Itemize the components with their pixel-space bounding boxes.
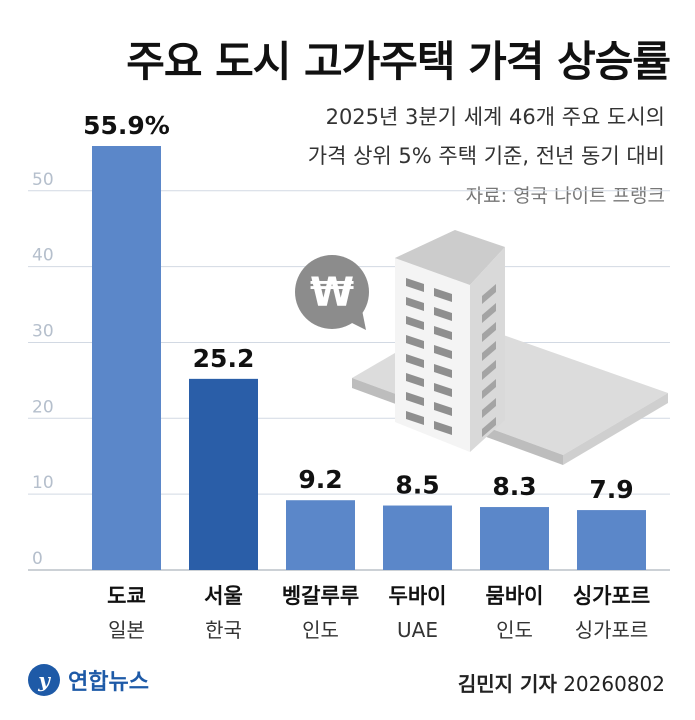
category-label: 뭄바이 bbox=[486, 584, 544, 608]
category-label: 두바이 bbox=[389, 584, 447, 608]
category-label: 싱가포르 bbox=[573, 584, 650, 608]
y-tick-label: 50 bbox=[32, 170, 54, 190]
category-label: 벵갈루루 bbox=[282, 584, 359, 608]
data-label: 25.2 bbox=[193, 344, 255, 373]
publish-date: 20260802 bbox=[563, 672, 665, 696]
data-label: 55.9% bbox=[83, 111, 170, 140]
y-tick-label: 0 bbox=[32, 549, 43, 569]
country-label: UAE bbox=[397, 618, 438, 642]
won-speech-bubble-and-apartment-building-icon: ₩ bbox=[295, 230, 668, 465]
bar-2 bbox=[286, 500, 355, 570]
svg-text:₩: ₩ bbox=[310, 270, 354, 316]
yonhap-logo-icon: y bbox=[28, 664, 60, 696]
country-label: 싱가포르 bbox=[575, 618, 649, 642]
category-label: 서울 bbox=[204, 584, 243, 608]
y-tick-label: 40 bbox=[32, 246, 54, 266]
country-label: 인도 bbox=[302, 618, 339, 642]
subtitle-line-2: 가격 상위 5% 주택 기준, 전년 동기 대비 bbox=[307, 144, 665, 168]
byline: 김민지 기자 20260802 bbox=[458, 668, 665, 697]
data-label: 7.9 bbox=[589, 475, 633, 504]
bar-0 bbox=[92, 146, 161, 570]
data-label: 9.2 bbox=[298, 465, 342, 494]
y-tick-label: 20 bbox=[32, 397, 54, 417]
country-label: 일본 bbox=[108, 618, 145, 642]
yonhap-logo: y 연합뉴스 bbox=[28, 664, 149, 696]
country-label: 한국 bbox=[205, 618, 242, 642]
bar-5 bbox=[577, 510, 646, 570]
chart-title: 주요 도시 고가주택 가격 상승률 bbox=[126, 37, 671, 86]
country-label: 인도 bbox=[496, 618, 533, 642]
bar-1 bbox=[189, 378, 258, 570]
data-label: 8.3 bbox=[492, 472, 536, 501]
y-tick-label: 10 bbox=[32, 473, 54, 493]
subtitle-line-1: 2025년 3분기 세계 46개 주요 도시의 bbox=[325, 105, 665, 129]
bar-4 bbox=[480, 507, 549, 570]
reporter-name: 김민지 기자 bbox=[457, 672, 557, 696]
y-tick-label: 30 bbox=[32, 321, 54, 341]
category-label: 도쿄 bbox=[107, 584, 146, 608]
bar-3 bbox=[383, 505, 452, 570]
logo-text: 연합뉴스 bbox=[68, 670, 149, 695]
data-label: 8.5 bbox=[395, 471, 439, 500]
